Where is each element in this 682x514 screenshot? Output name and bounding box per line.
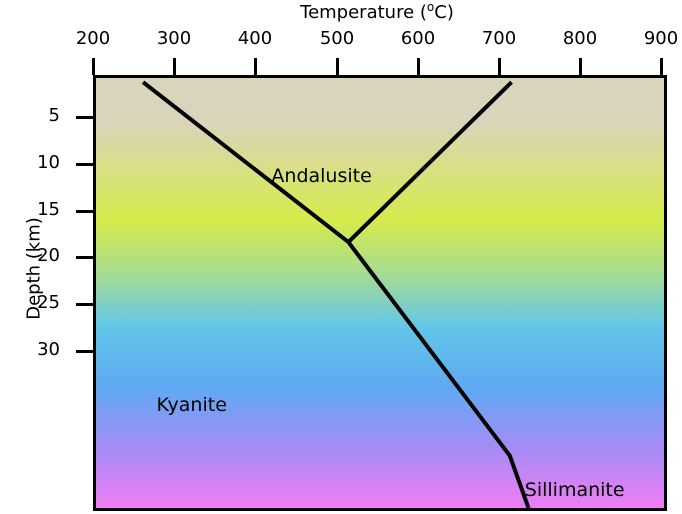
phase-label-kyanite: Kyanite: [156, 393, 227, 416]
y-tick-label-30: 30: [37, 339, 60, 360]
y-tickmark-15: [76, 210, 93, 213]
x-tickmark-400: [254, 58, 257, 75]
x-tick-label-300: 300: [156, 28, 192, 49]
boundary-kyanite-andalusite: [141, 80, 350, 244]
y-tick-label-20: 20: [37, 245, 60, 266]
x-tick-label-800: 800: [562, 28, 598, 49]
x-axis-title-main: Temperature (: [300, 2, 427, 23]
x-tickmark-200: [92, 58, 95, 75]
y-tick-label-15: 15: [37, 199, 60, 220]
x-tick-label-400: 400: [237, 28, 273, 49]
degree-superscript: o: [426, 0, 435, 14]
x-tickmark-500: [336, 58, 339, 75]
y-tickmark-25: [76, 303, 93, 306]
phase-boundary-lines: [141, 80, 531, 508]
y-tickmark-5: [76, 116, 93, 119]
x-axis-title: Temperature (oC): [93, 0, 661, 23]
y-tick-label-5: 5: [48, 105, 60, 126]
x-tick-label-900: 900: [643, 28, 679, 49]
y-tickmark-20: [76, 256, 93, 259]
plot-area: Andalusite Kyanite Sillimanite: [93, 75, 667, 511]
y-tickmark-10: [76, 163, 93, 166]
x-tick-label-500: 500: [319, 28, 355, 49]
x-tick-label-600: 600: [400, 28, 436, 49]
x-tickmark-800: [579, 58, 582, 75]
x-axis-title-tail: C): [434, 2, 454, 23]
y-tick-label-25: 25: [37, 292, 60, 313]
x-tickmark-900: [660, 58, 663, 75]
x-tick-label-700: 700: [481, 28, 517, 49]
boundary-andalusite-sillimanite: [346, 80, 513, 244]
phase-label-andalusite: Andalusite: [271, 164, 372, 187]
x-tickmark-300: [173, 58, 176, 75]
y-tick-label-10: 10: [37, 152, 60, 173]
phase-label-sillimanite: Sillimanite: [524, 478, 625, 501]
x-tickmark-600: [417, 58, 420, 75]
x-tick-label-200: 200: [75, 28, 111, 49]
boundary-kyanite-sillimanite: [346, 240, 531, 508]
depth-gradient-background: [96, 78, 664, 508]
y-tickmark-30: [76, 350, 93, 353]
x-tickmark-700: [498, 58, 501, 75]
